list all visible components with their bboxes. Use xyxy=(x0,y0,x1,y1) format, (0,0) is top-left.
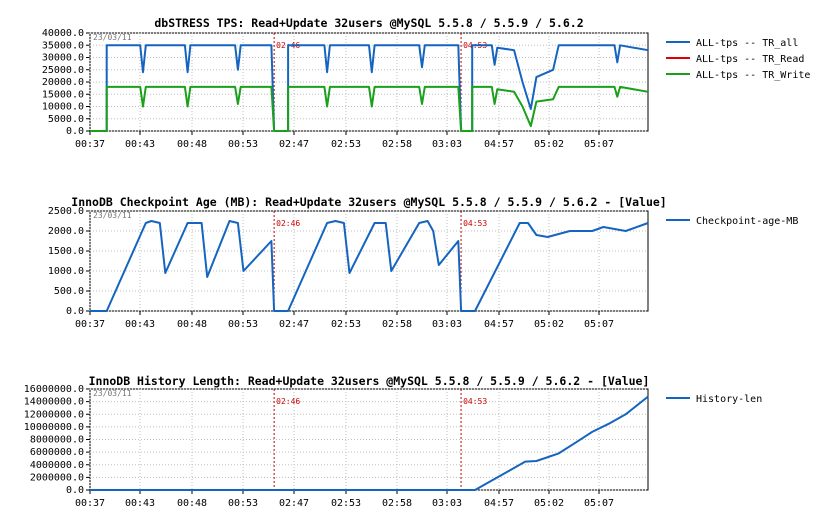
legend-label: History-len xyxy=(696,394,762,405)
y-tick-label: 0.0 xyxy=(66,126,84,137)
legend-label: Checkpoint-age-MB xyxy=(696,216,798,227)
y-tick-label: 8000000.0 xyxy=(30,435,84,446)
run-marker-label: 02:46 xyxy=(276,397,300,406)
x-tick-label: 02:47 xyxy=(279,498,309,509)
x-tick-label: 03:03 xyxy=(432,498,462,509)
x-tick-label: 05:07 xyxy=(584,319,614,330)
x-tick-label: 04:57 xyxy=(484,498,514,509)
x-tick-label: 03:03 xyxy=(432,319,462,330)
legend-label: ALL-tps -- TR_Write xyxy=(696,70,810,81)
y-tick-label: 2000.0 xyxy=(48,226,84,237)
x-tick-label: 03:03 xyxy=(432,139,462,150)
y-tick-label: 10000000.0 xyxy=(24,422,84,433)
y-tick-label: 4000000.0 xyxy=(30,460,84,471)
series-line xyxy=(90,85,649,132)
x-tick-label: 00:53 xyxy=(228,498,258,509)
x-tick-label: 02:58 xyxy=(382,139,412,150)
x-tick-label: 00:48 xyxy=(177,498,207,509)
x-tick-label: 00:43 xyxy=(125,498,155,509)
x-tick-label: 00:48 xyxy=(177,319,207,330)
x-tick-label: 00:53 xyxy=(228,319,258,330)
series-line xyxy=(90,395,649,491)
x-tick-label: 00:53 xyxy=(228,139,258,150)
x-tick-label: 04:57 xyxy=(484,319,514,330)
x-tick-label: 02:53 xyxy=(331,139,361,150)
x-tick-label: 02:53 xyxy=(331,498,361,509)
y-tick-label: 2500.0 xyxy=(48,206,84,217)
x-tick-label: 04:57 xyxy=(484,139,514,150)
legend-label: ALL-tps -- TR_all xyxy=(696,38,798,49)
checkpoint-age-chart-panel: InnoDB Checkpoint Age (MB): Read+Update … xyxy=(48,195,798,330)
x-tick-label: 00:43 xyxy=(125,319,155,330)
y-tick-label: 15000.0 xyxy=(42,89,84,100)
chart-title: dbSTRESS TPS: Read+Update 32users @MySQL… xyxy=(154,16,583,30)
y-tick-label: 12000000.0 xyxy=(24,409,84,420)
y-tick-label: 0.0 xyxy=(66,306,84,317)
y-tick-label: 0.0 xyxy=(66,485,84,496)
x-tick-label: 00:48 xyxy=(177,139,207,150)
history-length-chart-panel: InnoDB History Length: Read+Update 32use… xyxy=(24,374,762,509)
x-tick-label: 05:07 xyxy=(584,498,614,509)
x-tick-label: 02:58 xyxy=(382,498,412,509)
y-tick-label: 20000.0 xyxy=(42,77,84,88)
y-tick-label: 25000.0 xyxy=(42,65,84,76)
x-tick-label: 02:47 xyxy=(279,319,309,330)
plot-frame xyxy=(89,210,649,312)
series-line xyxy=(90,44,649,132)
y-tick-label: 5000.0 xyxy=(48,114,84,125)
x-tick-label: 05:02 xyxy=(534,498,564,509)
x-tick-label: 05:02 xyxy=(534,319,564,330)
y-tick-label: 1000.0 xyxy=(48,266,84,277)
tps-chart-panel: dbSTRESS TPS: Read+Update 32users @MySQL… xyxy=(42,16,811,150)
x-tick-label: 02:53 xyxy=(331,319,361,330)
chart-title: InnoDB Checkpoint Age (MB): Read+Update … xyxy=(71,195,666,209)
series-line xyxy=(90,220,649,312)
y-tick-label: 30000.0 xyxy=(42,53,84,64)
run-marker-label: 04:53 xyxy=(463,397,487,406)
y-tick-label: 1500.0 xyxy=(48,246,84,257)
x-tick-label: 00:37 xyxy=(75,319,105,330)
x-tick-label: 00:37 xyxy=(75,139,105,150)
x-tick-label: 00:37 xyxy=(75,498,105,509)
chart-title: InnoDB History Length: Read+Update 32use… xyxy=(89,374,650,388)
date-stamp: 23/03/11 xyxy=(93,389,132,398)
legend-label: ALL-tps -- TR_Read xyxy=(696,54,804,65)
x-tick-label: 05:07 xyxy=(584,139,614,150)
run-marker-label: 02:46 xyxy=(276,219,300,228)
y-tick-label: 14000000.0 xyxy=(24,397,84,408)
x-tick-label: 02:58 xyxy=(382,319,412,330)
y-tick-label: 10000.0 xyxy=(42,102,84,113)
run-marker-label: 04:53 xyxy=(463,219,487,228)
x-tick-label: 05:02 xyxy=(534,139,564,150)
y-tick-label: 6000000.0 xyxy=(30,447,84,458)
y-tick-label: 40000.0 xyxy=(42,28,84,39)
y-tick-label: 2000000.0 xyxy=(30,472,84,483)
x-tick-label: 00:43 xyxy=(125,139,155,150)
y-tick-label: 500.0 xyxy=(54,286,84,297)
date-stamp: 23/03/11 xyxy=(93,33,132,42)
y-tick-label: 16000000.0 xyxy=(24,384,84,395)
y-tick-label: 35000.0 xyxy=(42,40,84,51)
x-tick-label: 02:47 xyxy=(279,139,309,150)
date-stamp: 23/03/11 xyxy=(93,211,132,220)
